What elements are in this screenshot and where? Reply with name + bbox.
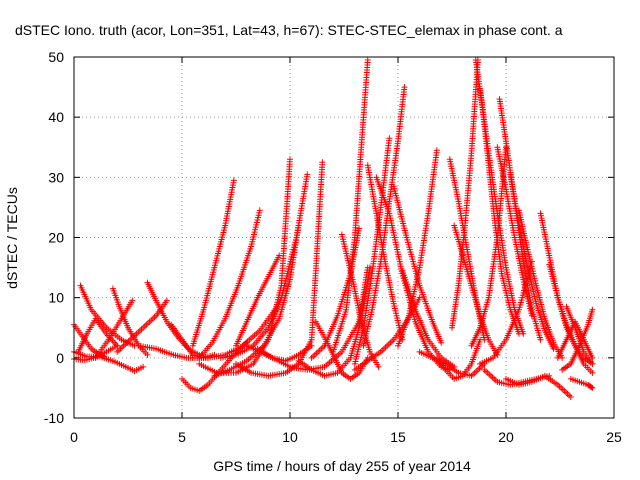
x-axis-label: GPS time / hours of day 255 of year 2014 — [213, 458, 471, 474]
series-trace — [189, 177, 237, 349]
data-point-markers — [217, 171, 311, 361]
series-trace — [364, 162, 406, 343]
series-trace — [433, 336, 484, 382]
data-point-markers — [75, 315, 121, 355]
data-point-markers — [360, 84, 408, 349]
series-trace — [338, 231, 382, 370]
series-trace — [494, 144, 535, 319]
y-tick-label: 10 — [48, 290, 64, 306]
y-tick-label: 0 — [56, 350, 64, 366]
data-point-markers — [338, 231, 382, 370]
series-trace — [217, 171, 311, 361]
data-point-markers — [351, 135, 393, 367]
chart-title: dSTEC Iono. truth (acor, Lon=351, Lat=43… — [15, 22, 563, 38]
data-point-markers — [416, 348, 488, 379]
data-point-markers — [554, 318, 596, 361]
x-tick-label: 10 — [282, 429, 298, 445]
x-tick-label: 25 — [606, 429, 622, 445]
data-point-markers — [399, 267, 458, 370]
data-point-markers — [494, 144, 535, 319]
data-point-markers — [507, 171, 557, 352]
data-point-markers — [433, 336, 484, 382]
data-point-markers — [364, 162, 406, 343]
y-tick-label: 40 — [48, 109, 64, 125]
series-trace — [451, 222, 501, 358]
data-point-markers — [330, 57, 371, 355]
y-axis-label: dSTEC / TECUs — [4, 187, 20, 289]
data-point-markers — [451, 222, 501, 358]
series-trace — [399, 267, 458, 370]
series-trace — [477, 87, 527, 337]
data-point-markers — [395, 147, 440, 349]
data-point-markers — [503, 372, 574, 400]
data-point-markers — [515, 207, 566, 361]
series-trace — [75, 315, 121, 355]
y-tick-label: 20 — [48, 230, 64, 246]
series-trace — [507, 171, 557, 352]
x-tick-label: 0 — [70, 429, 78, 445]
data-point-markers — [109, 285, 151, 358]
series-trace — [92, 297, 136, 361]
data-point-markers — [233, 252, 283, 349]
x-tick-label: 15 — [390, 429, 406, 445]
data-point-markers — [477, 258, 535, 367]
x-tick-label: 20 — [498, 429, 514, 445]
series-trace — [477, 258, 535, 367]
data-point-markers — [114, 297, 170, 355]
series-trace — [567, 375, 596, 391]
series-trace — [446, 156, 488, 343]
data-point-markers — [449, 57, 481, 331]
data-points — [71, 57, 596, 400]
series-trace — [351, 135, 393, 367]
series-trace — [395, 147, 440, 349]
data-point-markers — [446, 156, 488, 343]
series-trace — [109, 285, 151, 358]
data-point-markers — [567, 375, 596, 391]
data-point-markers — [189, 177, 237, 349]
y-tick-label: 30 — [48, 169, 64, 185]
x-tick-label: 5 — [178, 429, 186, 445]
series-trace — [233, 252, 283, 349]
series-trace — [449, 57, 481, 331]
series-trace — [515, 207, 566, 361]
series-trace — [554, 318, 596, 361]
series-trace — [503, 372, 574, 400]
data-point-markers — [477, 87, 527, 337]
data-point-markers — [92, 297, 136, 361]
y-tick-label: 50 — [48, 49, 64, 65]
series-trace — [330, 57, 371, 355]
y-tick-label: -10 — [44, 410, 64, 426]
series-trace — [360, 84, 408, 349]
series-trace — [416, 348, 488, 379]
axis-ticks: 0 5 10 15 20 25 -10 0 10 20 30 40 50 — [44, 49, 622, 445]
series-trace — [114, 297, 170, 355]
